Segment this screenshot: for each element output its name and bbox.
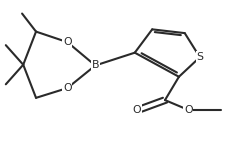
Text: O: O <box>63 83 72 93</box>
Text: O: O <box>63 37 72 47</box>
Text: O: O <box>184 105 193 115</box>
Text: B: B <box>92 60 99 70</box>
Text: S: S <box>196 52 203 62</box>
Text: O: O <box>133 105 142 115</box>
